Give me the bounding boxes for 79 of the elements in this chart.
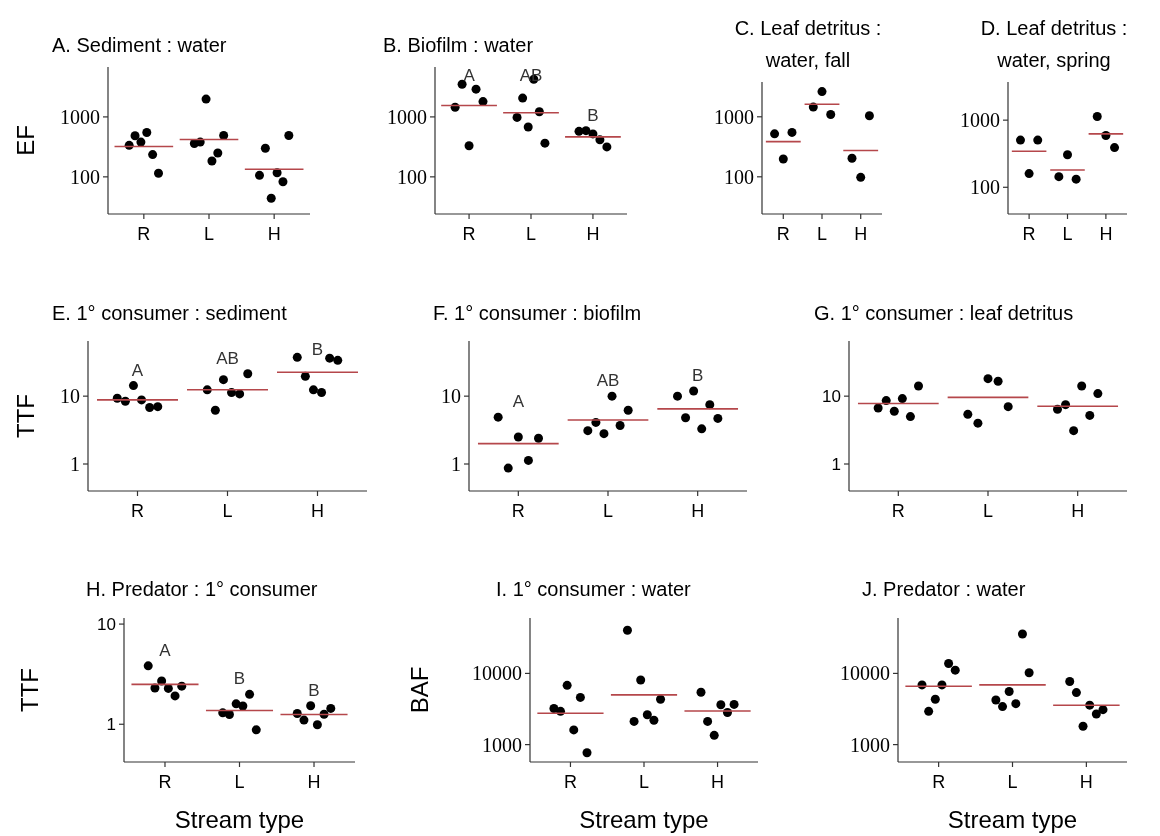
annotation: AB bbox=[596, 371, 620, 391]
y-tick-label: 100 bbox=[970, 176, 1000, 199]
chart-title: B. Biofilm : water bbox=[383, 34, 534, 56]
x-tick-label: H bbox=[586, 224, 600, 244]
y-tick-label: 1 bbox=[831, 454, 841, 474]
annotation: B bbox=[587, 105, 599, 125]
y-tick-label: 1000 bbox=[850, 733, 890, 756]
y-tick-label: 1000 bbox=[387, 105, 427, 128]
x-tick-label: R bbox=[891, 501, 905, 521]
y-tick-label: 10 bbox=[441, 385, 461, 408]
y-tick-label: 1000 bbox=[714, 105, 754, 128]
x-tick-label: R bbox=[158, 772, 172, 792]
chart-title: D. Leaf detritus : water, spring bbox=[980, 17, 1128, 71]
x-tick-label: H bbox=[1071, 501, 1085, 521]
x-tick-label: L bbox=[602, 501, 614, 521]
annotation: A bbox=[512, 392, 525, 412]
x-tick-label: H bbox=[711, 772, 725, 792]
x-tick-label: L bbox=[1007, 772, 1018, 792]
chart-title: A. Sediment : water bbox=[52, 34, 227, 56]
x-tick-label: R bbox=[563, 772, 577, 792]
chart-title: G. 1° consumer : leaf detritus bbox=[814, 302, 1074, 324]
y-tick-label: 10 bbox=[97, 615, 116, 635]
annotation: B bbox=[311, 339, 324, 359]
x-tick-label: H bbox=[307, 772, 321, 792]
y-tick-label: 10000 bbox=[472, 662, 522, 685]
x-tick-label: R bbox=[137, 224, 151, 244]
x-tick-label: R bbox=[131, 501, 144, 521]
chart-title: C. Leaf detritus : water, fall bbox=[734, 17, 882, 71]
y-axis-title: EF bbox=[12, 125, 39, 156]
y-axis-title: BAF bbox=[406, 666, 433, 714]
annotation: B bbox=[308, 680, 320, 700]
chart-title: H. Predator : 1° consumer bbox=[86, 578, 318, 600]
x-tick-label: L bbox=[982, 501, 994, 521]
x-tick-label: R bbox=[462, 224, 476, 244]
annotation: B bbox=[692, 365, 704, 385]
x-tick-label: R bbox=[1022, 224, 1036, 244]
x-axis-title: Stream type bbox=[174, 806, 305, 833]
x-tick-label: L bbox=[816, 224, 828, 244]
chart-title: E. 1° consumer : sediment bbox=[52, 302, 288, 324]
x-tick-label: L bbox=[222, 501, 233, 521]
chart-title: J. Predator : water bbox=[862, 578, 1026, 600]
x-tick-label: R bbox=[776, 224, 790, 244]
x-axis-title: Stream type bbox=[947, 806, 1078, 833]
annotation: A bbox=[131, 360, 144, 380]
chart-title: I. 1° consumer : water bbox=[496, 578, 692, 600]
x-tick-label: L bbox=[525, 224, 537, 244]
y-tick-label: 1000 bbox=[960, 109, 1000, 132]
y-axis-title: TTF bbox=[16, 668, 43, 712]
x-tick-label: H bbox=[267, 224, 281, 244]
x-tick-label: H bbox=[691, 501, 705, 521]
annotation: A bbox=[463, 65, 476, 85]
x-tick-label: R bbox=[511, 501, 525, 521]
y-tick-label: 10 bbox=[822, 387, 841, 407]
annotation: A bbox=[159, 640, 172, 660]
x-tick-label: H bbox=[854, 224, 868, 244]
x-tick-label: L bbox=[638, 772, 650, 792]
annotation: AB bbox=[216, 348, 239, 368]
y-axis-title: TTF bbox=[12, 394, 39, 438]
y-tick-label: 1 bbox=[451, 453, 461, 475]
y-tick-label: 1000 bbox=[60, 105, 100, 128]
chart-title: F. 1° consumer : biofilm bbox=[433, 302, 642, 324]
y-tick-label: 1 bbox=[106, 715, 116, 735]
y-tick-label: 100 bbox=[397, 165, 427, 188]
x-tick-label: R bbox=[932, 772, 946, 792]
y-tick-label: 1 bbox=[70, 453, 80, 475]
x-tick-label: H bbox=[1079, 772, 1093, 792]
y-tick-label: 100 bbox=[70, 165, 100, 188]
x-tick-label: L bbox=[203, 224, 215, 244]
x-tick-label: L bbox=[234, 772, 245, 792]
y-tick-label: 100 bbox=[724, 165, 754, 188]
y-tick-label: 1000 bbox=[482, 733, 522, 756]
x-axis-title: Stream type bbox=[579, 806, 709, 833]
x-tick-label: L bbox=[1062, 224, 1073, 244]
y-tick-label: 10 bbox=[60, 385, 80, 408]
annotation: AB bbox=[519, 65, 543, 85]
annotation: B bbox=[233, 669, 246, 689]
x-tick-label: H bbox=[1099, 224, 1113, 244]
x-tick-label: H bbox=[311, 501, 324, 521]
y-tick-label: 10000 bbox=[840, 662, 890, 685]
